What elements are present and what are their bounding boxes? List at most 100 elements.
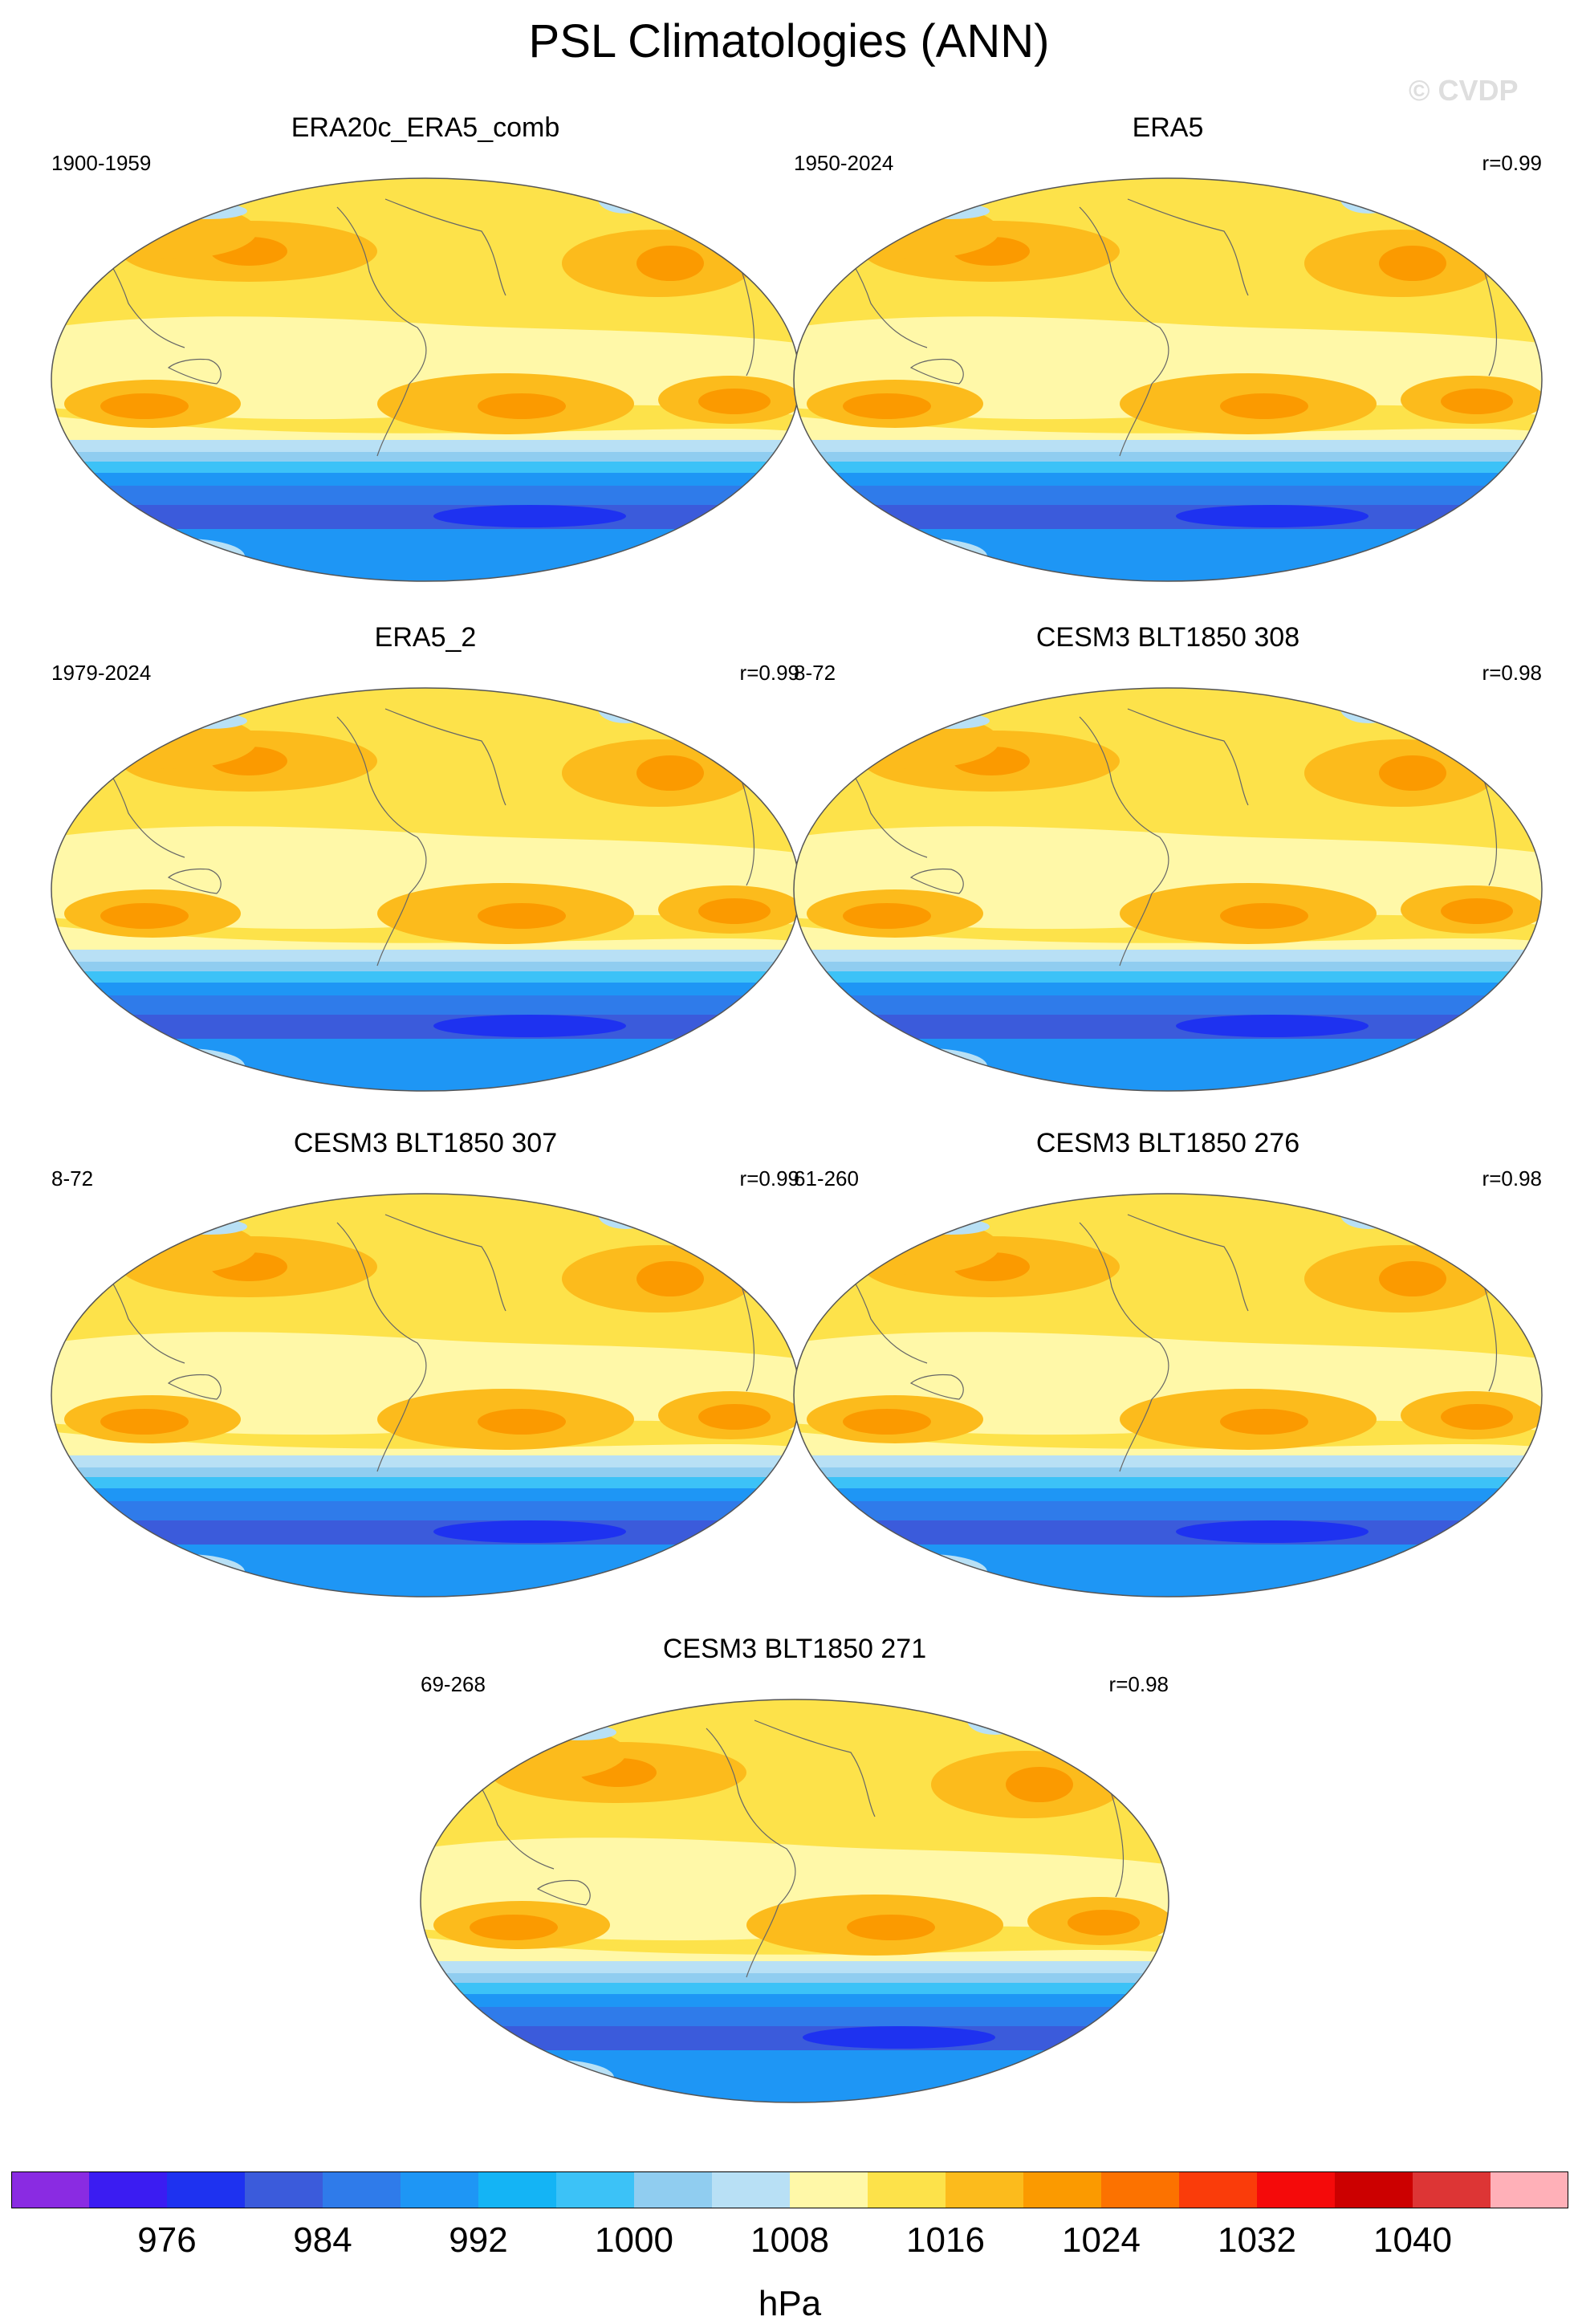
americas-coastline [1079,1222,1169,1472]
colorbar-tick-label: 1000 [595,2220,673,2260]
colorbar-swatch [11,2171,90,2208]
colorbar-swatch [712,2171,791,2208]
southern-band-2 [421,1973,1169,1983]
panel-correlation: r=0.98 [1108,1672,1169,1696]
panel-period: 61-260 [794,1166,859,1190]
panel-correlation: r=0.99 [1482,151,1542,175]
sh-high-pacific-core [478,1409,566,1435]
southern-band-3 [794,462,1542,473]
southern-band-2 [794,1467,1542,1477]
southern-band-4 [794,983,1542,995]
subtropic-edge [794,1431,1542,1455]
map-panel-7: CESM3 BLT1850 271 69-268 r=0.98 [417,1634,1172,2107]
north-america-coastline [1127,1214,1249,1312]
panel-correlation: r=0.99 [739,1166,799,1190]
amundsen-low [1176,1015,1369,1037]
colorbar-swatch [1101,2171,1180,2208]
southern-band-5 [51,486,799,505]
sh-high-indian-core [100,393,189,419]
colorbar: 976 984 992 1000 1008 1016 1024 1032 1040 hPa [11,2171,1568,2323]
sh-high-pacific-core [847,1915,935,1940]
southern-band-3 [421,1983,1169,1994]
sh-high-atlantic-core [1441,389,1513,414]
southern-band-4 [51,473,799,486]
sh-high-indian-core [843,393,931,419]
psl-map [51,1193,800,1597]
southern-band-3 [794,1477,1542,1488]
southern-band-4 [794,473,1542,486]
southern-band-5 [794,1501,1542,1520]
colorbar-tick-label: 1008 [750,2220,829,2260]
psl-map [51,687,800,1092]
map-panel-3: ERA5_2 1979-2024 r=0.99 [48,622,803,1096]
australia-coastline [167,1374,222,1400]
north-america-coastline [384,1214,506,1312]
antarctic-field [794,1545,1542,1597]
colorbar-unit: hPa [758,2284,822,2323]
southern-band-4 [794,1488,1542,1501]
americas-coastline [1079,716,1169,967]
antarctic-plateau [867,1048,987,1084]
sh-high-atlantic-core [698,1404,771,1430]
australia-coastline [536,1879,591,1906]
southern-band-6 [51,505,799,529]
colorbar-swatch [478,2171,557,2208]
southern-band-6 [51,1015,799,1039]
map-panel-1: ERA20c_ERA5_comb 1900-1959 [48,112,803,586]
australia-coastline [167,358,222,385]
southern-band-6 [51,1520,799,1545]
colorbar-swatch [167,2171,246,2208]
colorbar-tick-label: 1024 [1062,2220,1141,2260]
southern-band-6 [794,1520,1542,1545]
australia-coastline [909,1374,964,1400]
southern-band-5 [794,995,1542,1015]
americas-coastline [336,206,427,457]
southern-band-1 [794,950,1542,962]
southern-band-2 [794,962,1542,971]
colorbar-swatch [634,2171,713,2208]
page-title: PSL Climatologies (ANN) [528,15,1050,67]
southern-band-1 [421,1961,1169,1973]
colorbar-svg: 976 984 992 1000 1008 1016 1024 1032 1040 [11,2171,1568,2260]
panel-period: 1950-2024 [794,151,894,175]
antarctic-high [161,1568,209,1584]
nh-high-atlantic-core [1006,1767,1073,1802]
antarctic-high [903,1062,951,1078]
panel-period: 8-72 [794,661,836,685]
sh-high-atlantic-core [1068,1910,1140,1935]
southern-band-3 [794,971,1542,983]
nh-high-atlantic-core [1379,755,1446,791]
southern-band-2 [51,452,799,462]
sh-high-atlantic-core [698,389,771,414]
subtropic-edge [794,416,1542,440]
colorbar-swatch [1413,2171,1491,2208]
amundsen-low [1176,505,1369,527]
southern-band-4 [51,983,799,995]
americas-coastline [336,1222,427,1472]
antarctic-field [51,1039,799,1091]
panel-title: CESM3 BLT1850 307 [293,1128,558,1158]
psl-map [420,1699,1169,2103]
nh-high-atlantic-core [636,246,704,281]
southern-band-1 [794,440,1542,452]
amundsen-low [803,2026,995,2049]
panel-title: ERA5 [1132,112,1204,143]
southern-band-3 [51,462,799,473]
southern-band-5 [51,1501,799,1520]
panel-title: ERA5_2 [374,622,477,653]
colorbar-swatch [89,2171,168,2208]
southern-band-6 [421,2026,1169,2050]
north-america-coastline [384,198,506,296]
antarctic-high [903,1568,951,1584]
sh-high-atlantic-core [1441,1404,1513,1430]
southern-band-2 [794,452,1542,462]
colorbar-swatch [401,2171,479,2208]
antarctic-field [51,529,799,581]
colorbar-swatch [245,2171,323,2208]
colorbar-tick-label: 1032 [1218,2220,1296,2260]
colorbar-swatch [1179,2171,1258,2208]
panel-period: 1979-2024 [51,661,152,685]
antarctic-field [421,2050,1169,2102]
australia-coastline [909,868,964,894]
map-panel-6: CESM3 BLT1850 276 61-260 r=0.98 [791,1128,1545,1602]
